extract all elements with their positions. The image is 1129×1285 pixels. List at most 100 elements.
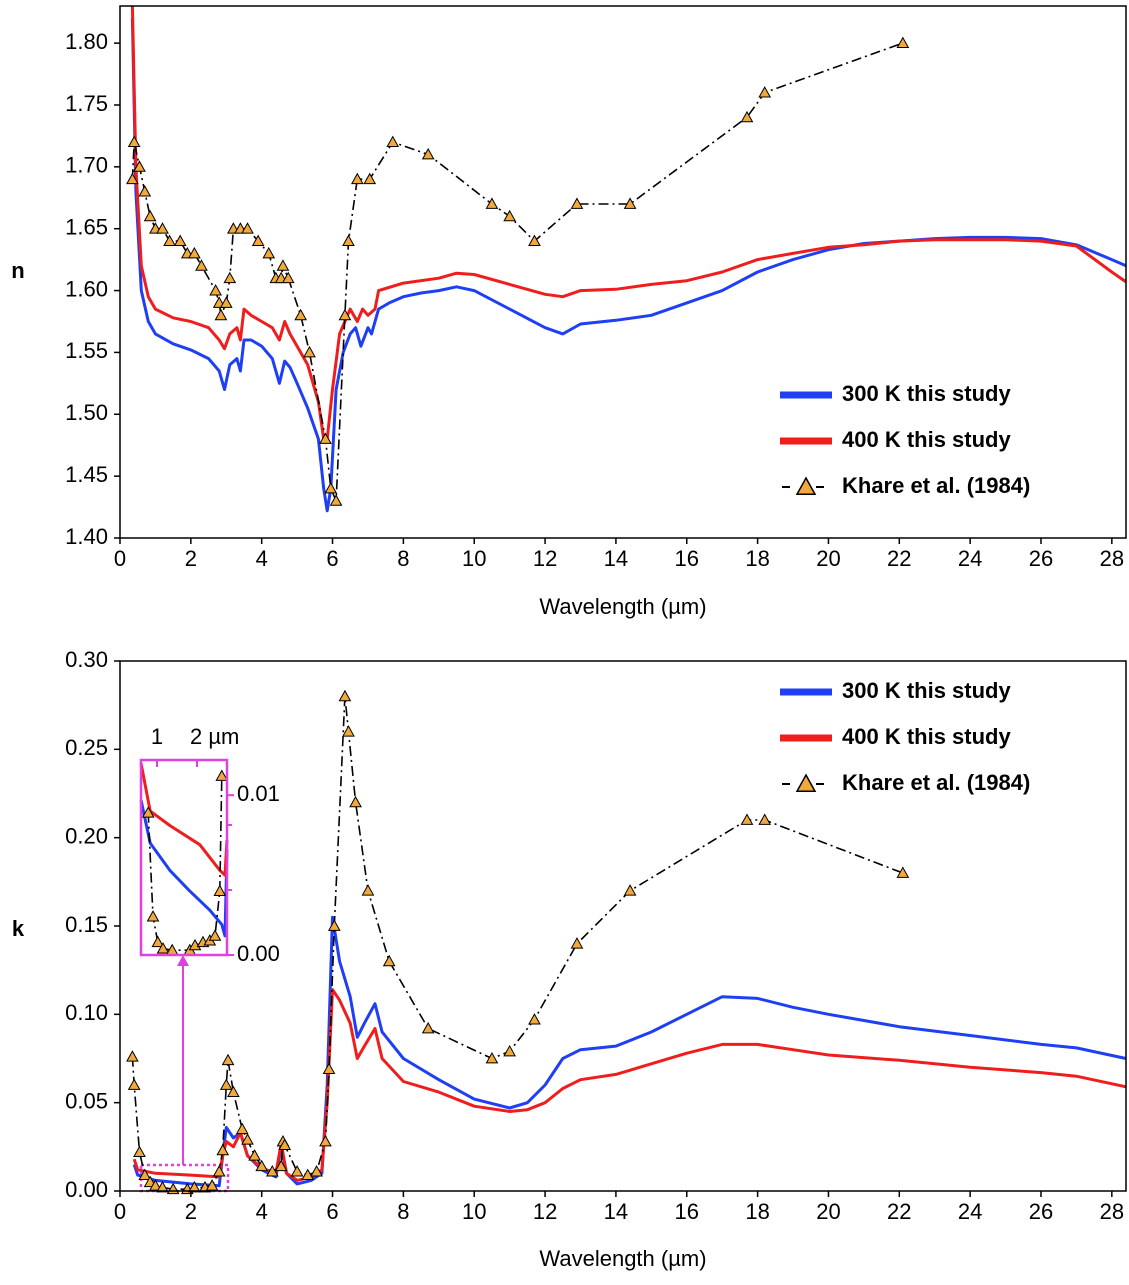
y-tick-label: 1.75 — [65, 91, 108, 116]
data-marker — [146, 910, 160, 922]
data-marker — [382, 954, 396, 967]
data-marker — [740, 110, 754, 123]
data-marker — [188, 938, 202, 951]
x-tick-label: 0 — [114, 1199, 126, 1224]
x-tick-label: 24 — [958, 1199, 982, 1224]
data-marker — [338, 689, 352, 702]
x-tick-label: 4 — [256, 546, 268, 571]
data-marker — [126, 1050, 139, 1062]
data-marker — [310, 1165, 323, 1177]
y-tick-label: 0.00 — [237, 941, 280, 966]
data-marker — [740, 813, 754, 825]
legend-label: Khare et al. (1984) — [842, 770, 1030, 795]
x-tick-label: 18 — [745, 1199, 769, 1224]
data-marker — [485, 197, 499, 209]
x-tick-label: 4 — [256, 1199, 268, 1224]
data-marker — [528, 1013, 541, 1025]
data-marker — [133, 160, 146, 172]
y-tick-label: 0.00 — [65, 1177, 108, 1202]
data-marker — [212, 1165, 226, 1177]
data-marker — [386, 135, 400, 147]
data-marker — [278, 1138, 292, 1150]
x-tick-label: 10 — [462, 1199, 486, 1224]
data-marker — [503, 1044, 516, 1057]
data-marker — [248, 1149, 261, 1161]
x-tick-label: 1 — [151, 724, 163, 749]
data-marker — [195, 259, 208, 271]
data-marker — [223, 271, 237, 284]
data-marker — [215, 769, 229, 781]
data-marker — [133, 1145, 146, 1158]
data-marker — [156, 222, 169, 234]
series-line — [139, 799, 229, 938]
data-marker — [221, 1053, 235, 1066]
series-line — [131, 42, 904, 502]
data-marker — [241, 1133, 254, 1145]
data-marker — [138, 1168, 152, 1180]
data-marker — [127, 135, 141, 147]
x-tick-label: 2 — [185, 546, 197, 571]
y-tick-label: 1.40 — [65, 524, 108, 549]
y-tick-label: 0.05 — [65, 1088, 108, 1113]
data-marker — [503, 209, 516, 222]
data-marker — [227, 1085, 240, 1097]
data-marker — [421, 147, 435, 160]
data-marker — [173, 234, 187, 246]
data-marker — [342, 725, 355, 737]
data-marker — [421, 1021, 435, 1034]
x-tick-label: 16 — [675, 546, 699, 571]
data-marker — [219, 1078, 233, 1090]
data-marker — [208, 929, 222, 941]
data-marker — [758, 813, 772, 825]
series-line — [130, 18, 1127, 513]
y-tick-label: 0.10 — [65, 1000, 108, 1025]
data-marker — [294, 308, 308, 321]
x-tick-label: 2 µm — [190, 724, 239, 749]
data-marker — [216, 1143, 230, 1156]
data-marker — [209, 284, 222, 296]
data-marker — [138, 185, 152, 197]
data-marker — [241, 222, 254, 234]
x-tick-label: 14 — [604, 1199, 628, 1224]
data-marker — [251, 234, 265, 246]
data-marker — [528, 234, 541, 246]
legend-label: 300 K this study — [842, 381, 1011, 406]
data-marker — [151, 935, 165, 948]
data-marker — [255, 1159, 269, 1172]
data-marker — [327, 919, 341, 931]
plot-frame — [119, 5, 1127, 539]
x-tick-label: 18 — [745, 546, 769, 571]
y-tick-label: 0.30 — [65, 647, 108, 672]
x-tick-label: 2 — [185, 1199, 197, 1224]
data-marker — [623, 197, 637, 209]
data-marker — [141, 806, 155, 818]
y-tick-label: 0.25 — [65, 735, 108, 760]
y-tick-label: 1.50 — [65, 400, 108, 425]
data-marker — [213, 884, 227, 896]
zoom-arrowhead — [177, 955, 189, 966]
series-line — [147, 775, 223, 951]
x-axis-title: Wavelength (µm) — [539, 1246, 706, 1271]
y-tick-label: 1.65 — [65, 215, 108, 240]
y-axis-title: k — [12, 916, 25, 941]
data-marker — [127, 1078, 141, 1090]
x-tick-label: 28 — [1100, 1199, 1124, 1224]
plot-frame — [139, 758, 229, 957]
data-marker — [570, 197, 584, 209]
data-marker — [188, 246, 201, 259]
data-marker — [329, 494, 343, 506]
data-marker — [143, 209, 157, 222]
series-line — [132, 988, 1127, 1182]
data-marker — [485, 1051, 499, 1064]
series-line — [139, 762, 229, 877]
data-marker — [262, 246, 276, 259]
x-tick-label: 26 — [1029, 1199, 1053, 1224]
legend-label: Khare et al. (1984) — [842, 473, 1030, 498]
data-marker — [758, 86, 772, 98]
x-tick-label: 20 — [816, 1199, 840, 1224]
y-tick-label: 1.55 — [65, 338, 108, 363]
data-marker — [188, 1180, 201, 1193]
y-tick-label: 1.80 — [65, 29, 108, 54]
x-tick-label: 8 — [397, 546, 409, 571]
